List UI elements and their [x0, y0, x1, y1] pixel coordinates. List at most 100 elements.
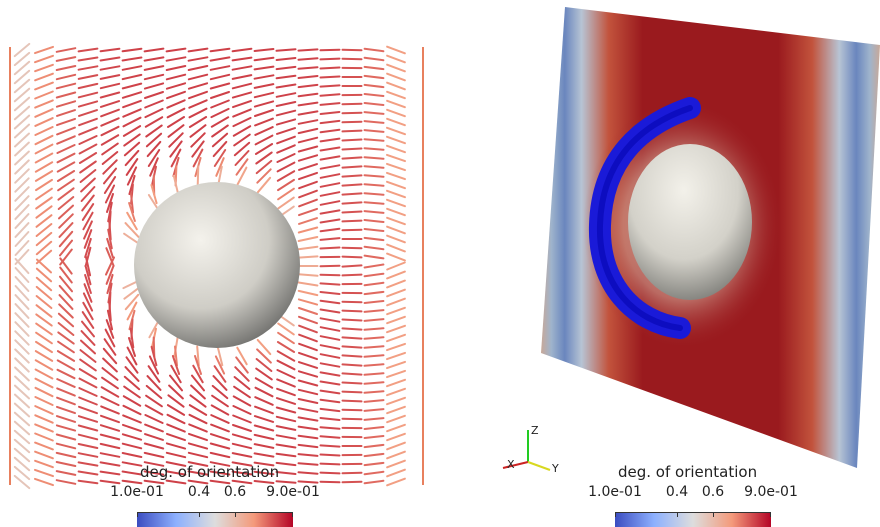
director-glyph — [297, 361, 319, 369]
director-glyph — [298, 217, 318, 225]
director-glyph — [386, 117, 406, 127]
director-glyph — [100, 414, 120, 424]
director-glyph — [363, 354, 385, 358]
director-glyph — [172, 174, 180, 196]
director-glyph — [275, 425, 297, 431]
director-glyph — [188, 404, 208, 416]
director-glyph — [34, 72, 54, 82]
director-glyph — [35, 313, 53, 327]
director-glyph — [34, 468, 54, 478]
director-glyph — [319, 111, 341, 115]
director-glyph — [319, 200, 341, 206]
director-glyph — [13, 42, 31, 58]
director-glyph — [297, 75, 319, 79]
director-glyph — [386, 297, 406, 307]
director-glyph — [386, 360, 406, 370]
director-glyph — [13, 456, 31, 472]
director-glyph — [107, 228, 113, 250]
director-glyph — [297, 370, 319, 378]
director-glyph — [165, 451, 187, 459]
director-glyph — [100, 108, 120, 118]
right-tick-label-06: 0.6 — [701, 484, 725, 500]
director-glyph — [232, 108, 252, 118]
director-glyph — [126, 211, 138, 231]
director-glyph — [58, 204, 74, 220]
director-glyph — [363, 138, 385, 142]
director-glyph — [14, 222, 30, 238]
director-glyph — [13, 96, 31, 112]
director-glyph — [341, 210, 363, 214]
director-glyph — [192, 148, 204, 168]
director-glyph — [34, 81, 54, 91]
director-glyph — [169, 140, 183, 158]
director-glyph — [123, 286, 141, 300]
director-glyph — [35, 322, 53, 336]
director-glyph — [121, 470, 143, 476]
director-glyph — [99, 470, 121, 476]
director-glyph — [56, 109, 76, 117]
director-glyph — [231, 47, 253, 53]
director-glyph — [386, 63, 406, 73]
director-glyph — [188, 423, 208, 433]
director-glyph — [209, 442, 231, 450]
director-glyph — [319, 246, 341, 250]
director-glyph — [363, 254, 385, 260]
director-glyph — [130, 192, 134, 214]
director-glyph — [319, 362, 341, 368]
director-glyph — [256, 168, 272, 184]
director-glyph — [297, 443, 319, 449]
director-glyph — [319, 480, 341, 484]
director-glyph — [275, 65, 297, 71]
director-glyph — [124, 149, 140, 167]
director-glyph — [231, 433, 253, 441]
director-glyph — [232, 99, 252, 109]
director-glyph — [34, 450, 54, 460]
director-glyph — [166, 432, 186, 442]
director-glyph — [363, 93, 385, 97]
director-glyph — [363, 336, 385, 340]
director-glyph — [363, 461, 385, 467]
right-tick-label-max: 9.0e-01 — [744, 484, 798, 500]
director-glyph — [123, 375, 141, 391]
director-glyph — [191, 140, 205, 158]
director-glyph — [298, 198, 318, 208]
director-glyph — [386, 405, 406, 415]
director-glyph — [78, 143, 98, 155]
director-glyph — [319, 218, 341, 224]
director-glyph — [34, 117, 54, 127]
director-glyph — [254, 126, 274, 136]
director-glyph — [13, 447, 31, 463]
director-glyph — [84, 255, 92, 277]
director-glyph — [319, 299, 341, 305]
director-glyph — [14, 195, 30, 211]
director-glyph — [99, 424, 121, 432]
director-glyph — [144, 99, 164, 109]
director-glyph — [386, 306, 406, 316]
director-glyph — [386, 261, 406, 271]
director-glyph — [55, 479, 77, 485]
director-glyph — [56, 144, 76, 154]
director-glyph — [35, 187, 53, 201]
director-glyph — [209, 451, 231, 459]
director-glyph — [363, 399, 385, 403]
director-glyph — [35, 304, 53, 318]
director-glyph — [35, 231, 53, 247]
director-glyph — [103, 176, 117, 194]
director-glyph — [276, 153, 296, 163]
director-glyph — [14, 231, 30, 247]
director-glyph — [254, 109, 274, 117]
director-glyph — [143, 65, 165, 71]
director-glyph — [144, 91, 164, 99]
director-glyph — [196, 165, 200, 187]
director-glyph — [56, 161, 76, 173]
director-glyph — [231, 442, 253, 450]
director-glyph — [341, 363, 363, 367]
director-glyph — [187, 479, 209, 485]
director-glyph — [124, 222, 140, 238]
director-glyph — [13, 402, 31, 418]
director-glyph — [144, 414, 164, 424]
director-glyph — [55, 424, 77, 432]
director-glyph — [187, 82, 209, 90]
director-glyph — [363, 65, 385, 71]
director-glyph — [55, 73, 77, 81]
